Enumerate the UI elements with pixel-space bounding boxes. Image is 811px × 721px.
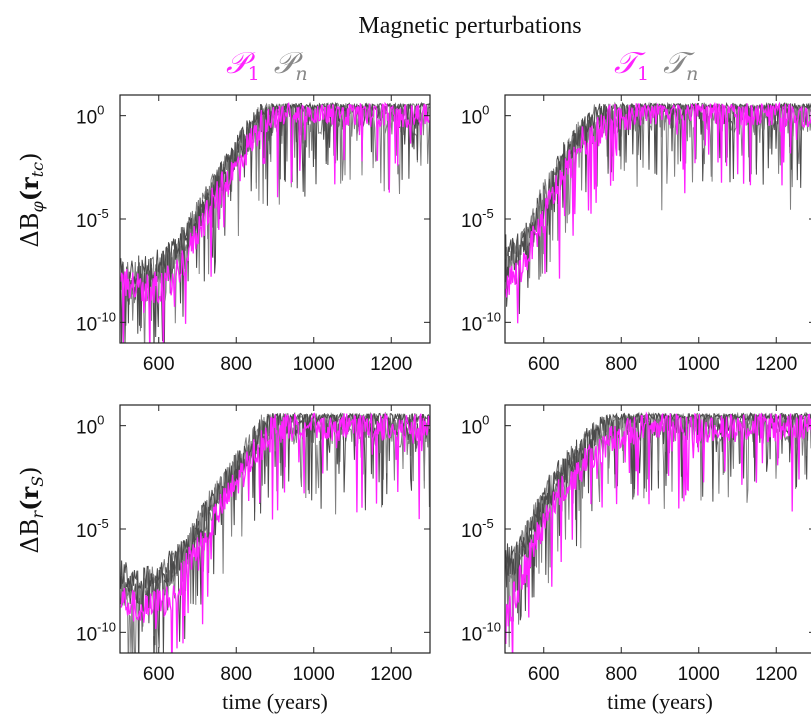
row-label-bottom-sub2: S <box>28 476 47 487</box>
panel-2-xtick-label: 600 <box>143 664 175 685</box>
panel-3-series-first <box>505 411 811 653</box>
panel-1-series-other-0 <box>505 102 811 288</box>
panel-0-xtick-label: 1000 <box>293 354 335 375</box>
legend-right-item-2-sub: n <box>686 63 698 85</box>
legend-right-item-1-sub: 1 <box>637 63 649 85</box>
panel-2-xtick-label: 800 <box>220 664 252 685</box>
panel-3-xtick-label: 600 <box>528 664 560 685</box>
panel-0-series-other-1 <box>120 101 430 343</box>
panel-1: 600 800 1000 1200 100 10-5 10-10 <box>461 94 811 375</box>
panel-1-xtick-label: 600 <box>528 354 560 375</box>
row-label-top-paren: (r <box>15 177 44 201</box>
panel-0-series-first <box>120 101 430 343</box>
panel-0: 600 800 1000 1200 100 10-5 10-10 <box>76 94 431 375</box>
panel-3-ytick-label: 10-10 <box>461 619 501 645</box>
panel-3-series-other-3 <box>505 411 811 614</box>
row-label-bottom-close: ) <box>16 467 44 476</box>
row-label-top-sub1: φ <box>28 201 47 213</box>
panel-3-series <box>505 411 811 653</box>
panel-2-ytick-label: 10-10 <box>76 619 116 645</box>
panel-1-ytick-label: 100 <box>461 103 489 129</box>
panel-2-ytick-label: 10-5 <box>76 516 109 542</box>
panel-2-xtick-label: 1200 <box>370 664 412 685</box>
panel-0-xtick-label: 600 <box>143 354 175 375</box>
panel-2-ytick-label: 100 <box>76 413 104 439</box>
legend-left-item-2-sub: n <box>295 63 307 85</box>
row-label-bottom-paren: (r <box>15 487 44 511</box>
panel-0-series-other-3 <box>120 101 430 343</box>
panel-0-xtick-label: 800 <box>220 354 252 375</box>
legend-left-item-1-sub: 1 <box>248 63 260 85</box>
panel-2-xtick-label: 1000 <box>293 664 335 685</box>
row-label-bottom: ΔBr(rS) <box>15 467 47 554</box>
panel-1-series <box>505 101 811 324</box>
panel-0-ytick-label: 10-10 <box>76 309 116 335</box>
row-label-top: ΔBφ(rtc) <box>15 153 47 248</box>
panel-3-xtick-label: 1000 <box>678 664 720 685</box>
row-label-top-sub2: tc <box>28 162 47 177</box>
panel-3: 600 800 1000 1200 100 10-5 10-10 time (years) <box>461 404 811 714</box>
panel-1-series-first <box>505 101 811 324</box>
panel-1-xtick-label: 1000 <box>678 354 720 375</box>
panel-1-xtick-label: 1200 <box>755 354 797 375</box>
row-label-bottom-main: ΔB <box>16 519 44 554</box>
panel-0-ytick-label: 100 <box>76 103 104 129</box>
panel-0-ytick-label: 10-5 <box>76 206 109 232</box>
panel-0-series <box>120 101 430 343</box>
panel-1-ytick-label: 10-5 <box>461 206 494 232</box>
legend-left: 𝒫1 𝒫n <box>226 46 308 85</box>
panel-2-series <box>120 411 430 653</box>
panel-0-xtick-label: 1200 <box>370 354 412 375</box>
panel-1-ytick-label: 10-10 <box>461 309 501 335</box>
panels: 600 800 1000 1200 100 10-5 10-10 600 800 1000 1200… <box>76 94 811 714</box>
legend-right: 𝒯1 𝒯n <box>614 46 698 85</box>
panel-0-series-other-0 <box>120 103 430 332</box>
panel-3-xlabel: time (years) <box>607 689 713 714</box>
panel-1-series-other-3 <box>505 101 811 315</box>
row-label-bottom-sub1: r <box>28 510 47 519</box>
panel-3-ytick-label: 100 <box>461 413 489 439</box>
panel-3-xtick-label: 1200 <box>755 664 797 685</box>
row-label-top-main: ΔB <box>16 213 44 248</box>
panel-1-xtick-label: 800 <box>605 354 637 375</box>
panel-2: 600 800 1000 1200 100 10-5 10-10 time (years) <box>76 404 431 714</box>
panel-0-series-other-2 <box>120 102 430 343</box>
panel-3-ytick-label: 10-5 <box>461 516 494 542</box>
figure-title: Magnetic perturbations <box>358 13 581 39</box>
row-label-top-close: ) <box>16 153 44 162</box>
panel-2-xlabel: time (years) <box>222 689 328 714</box>
panel-3-xtick-label: 800 <box>605 664 637 685</box>
panel-2-series-other-1 <box>120 412 430 653</box>
